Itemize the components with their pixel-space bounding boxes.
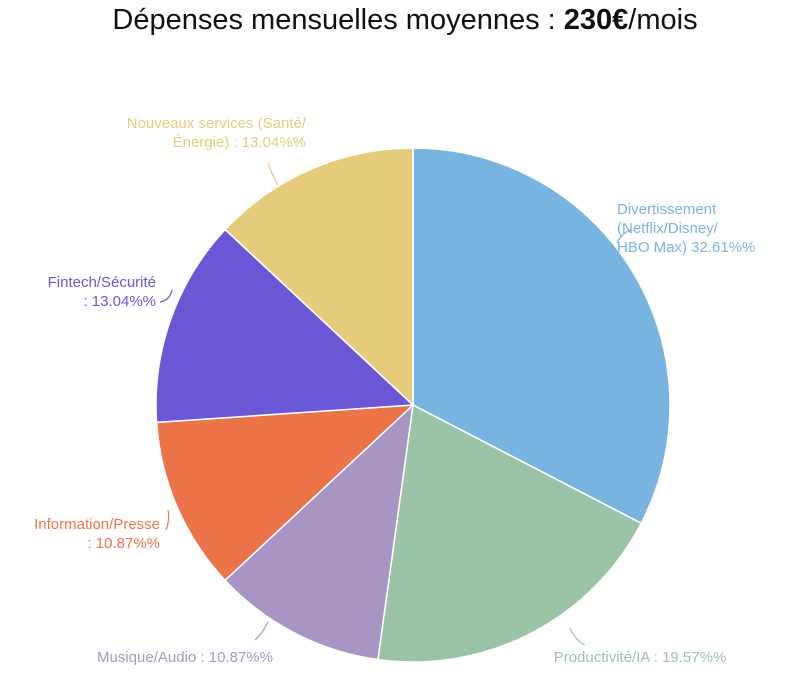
title-part: /mois [628, 4, 698, 36]
slice-label: Productivité/IA : 19.57%% [553, 649, 727, 666]
slice-label: Divertissement (Netflix/Disney/ HBO Max)… [617, 201, 756, 256]
pie-slice [155, 404, 416, 582]
leader-line [165, 509, 170, 531]
leader-line [569, 627, 586, 646]
title-part: Dépenses mensuelles moyennes : [112, 4, 564, 36]
leader-line [267, 162, 279, 186]
leader-line [254, 621, 269, 641]
slice-label: Musique/Audio : 10.87%% [97, 649, 273, 666]
leader-line [159, 289, 173, 303]
pie-slice [224, 403, 415, 661]
slice-label: Fintech/Sécurité : 13.04%% [47, 274, 156, 310]
pie-slice [412, 147, 671, 525]
slice-label: Information/Presse : 10.87%% [34, 516, 160, 552]
leader-lines [159, 162, 633, 646]
pie-slice [155, 228, 415, 424]
pie-slice [377, 403, 643, 663]
slice-label: Nouveaux services (Santé/ Énergie) : 13.… [126, 115, 306, 151]
pie-slice [224, 147, 414, 407]
chart-title: Dépenses mensuelles moyennes : 230€/mois [0, 4, 810, 37]
title-amount: 230€ [563, 4, 629, 36]
leader-line [616, 229, 633, 244]
